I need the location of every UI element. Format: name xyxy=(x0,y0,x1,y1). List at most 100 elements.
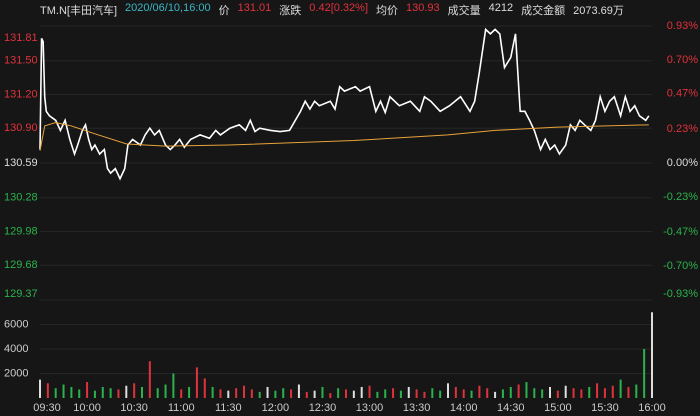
volume-bar xyxy=(635,384,638,398)
volume-bar xyxy=(164,384,167,398)
volume-bar xyxy=(321,386,324,398)
volume-bar xyxy=(243,385,245,398)
label: 涨跌 xyxy=(279,5,302,17)
header: TM.N[丰田汽车] 2020/06/10,16:00 价 131.01 涨跌 0.… xyxy=(40,2,624,18)
y-tick-label: 129.98 xyxy=(4,225,38,237)
volume-bar xyxy=(423,391,426,398)
y-tick-label: 4000 xyxy=(4,343,28,355)
volume-bar xyxy=(603,388,606,398)
volume-bar xyxy=(596,383,599,398)
volume-bar xyxy=(117,389,120,398)
y-tick-label: 129.37 xyxy=(4,288,38,300)
volume-bar xyxy=(39,379,41,398)
volume-bar xyxy=(305,391,308,398)
y-tick-label: 131.20 xyxy=(4,88,38,100)
volume-bar xyxy=(250,389,253,398)
volume-bar xyxy=(337,388,340,398)
y2-tick-label: 0.70% xyxy=(667,54,698,66)
volume-bar xyxy=(188,386,191,398)
volume-bar xyxy=(70,386,73,398)
y-tick-label: 6000 xyxy=(4,318,28,330)
volume-bar xyxy=(572,388,575,398)
symbol: TM.N[丰田汽车] xyxy=(40,5,117,17)
volume-bar xyxy=(556,390,559,398)
label: 成交金额 xyxy=(521,5,566,17)
volume-bar xyxy=(54,388,57,398)
volume-bar xyxy=(78,389,81,398)
value: 0.42[0.32%] xyxy=(309,2,369,14)
volume-bar xyxy=(141,386,143,398)
volume-bar xyxy=(627,386,630,398)
x-tick-label: 09:30 xyxy=(33,402,61,414)
volume-bar xyxy=(203,378,206,398)
y-tick-label: 131.50 xyxy=(4,55,38,67)
value: 130.93 xyxy=(406,2,440,14)
volume-bar xyxy=(297,384,300,398)
y2-tick-label: 0.00% xyxy=(667,157,698,169)
volume-bar xyxy=(478,385,481,398)
y2-tick-label: -0.47% xyxy=(663,226,698,238)
y2-tick-label: 0.47% xyxy=(667,88,698,100)
volume-bar xyxy=(580,389,583,398)
x-tick-label: 15:00 xyxy=(544,402,572,414)
volume-bar xyxy=(564,385,567,398)
x-tick-label: 15:30 xyxy=(591,402,619,414)
volume-bar xyxy=(219,389,222,398)
datetime: 2020/06/10,16:00 xyxy=(125,2,211,14)
label: 成交量 xyxy=(447,5,481,17)
volume-bar xyxy=(125,385,128,398)
volume-bar xyxy=(486,388,489,398)
volume-bar xyxy=(282,388,285,398)
volume-bar xyxy=(611,385,614,398)
volume-bar xyxy=(172,373,175,398)
label: 价 xyxy=(218,5,230,17)
y2-tick-label: -0.93% xyxy=(663,288,698,300)
volume-bar xyxy=(46,383,49,398)
price-line xyxy=(39,27,650,181)
x-tick-label: 14:30 xyxy=(497,402,525,414)
volume-bar xyxy=(227,390,230,398)
volume-bar xyxy=(352,390,355,398)
volume-bar xyxy=(462,389,465,398)
volume-bar xyxy=(274,390,277,398)
x-tick-label: 14:00 xyxy=(450,402,478,414)
volume-bar xyxy=(392,388,395,398)
volume-bar xyxy=(517,384,520,398)
volume-bar xyxy=(384,389,387,398)
volume-bar xyxy=(329,393,332,398)
volume-bar xyxy=(501,389,504,398)
volume-bar xyxy=(454,386,457,398)
volume-bar xyxy=(156,388,159,398)
volume-bar xyxy=(651,312,653,398)
y-tick-label: 130.90 xyxy=(4,122,38,134)
volume-bar xyxy=(541,389,544,398)
y-tick-label: 2000 xyxy=(4,367,28,379)
volume-bar xyxy=(549,386,551,398)
y-tick-label: 130.59 xyxy=(4,157,38,169)
volume-bar xyxy=(619,379,622,398)
volume-bar xyxy=(211,386,214,398)
volume-bar xyxy=(494,391,497,398)
volume-bar xyxy=(133,383,136,398)
price-line xyxy=(39,122,649,151)
volume-bar xyxy=(148,361,151,398)
x-tick-label: 11:30 xyxy=(215,402,242,414)
volume-bar xyxy=(525,382,528,398)
volume-bar xyxy=(431,388,434,398)
x-tick-label: 11:00 xyxy=(168,402,195,414)
volume-bar xyxy=(588,386,591,398)
volume-bar xyxy=(290,389,293,398)
volume-bar xyxy=(376,391,379,398)
volume-bar xyxy=(533,388,536,398)
volume-bar xyxy=(447,383,449,398)
x-tick-label: 13:30 xyxy=(403,402,431,414)
x-tick-label: 10:30 xyxy=(120,402,148,414)
x-tick-label: 16:00 xyxy=(638,402,666,414)
x-tick-label: 12:30 xyxy=(309,402,337,414)
x-tick-label: 12:00 xyxy=(262,402,290,414)
volume-bar xyxy=(407,386,410,398)
volume-bar xyxy=(109,388,112,398)
volume-bar xyxy=(313,390,316,398)
